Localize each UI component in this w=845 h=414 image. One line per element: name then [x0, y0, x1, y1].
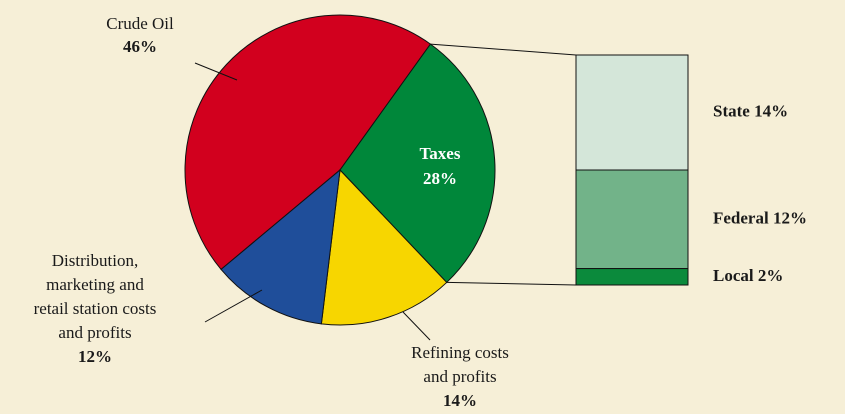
connector-line — [430, 43, 577, 56]
leader-line — [204, 289, 263, 323]
slice-label: retail station costs — [34, 299, 157, 318]
connector-line — [446, 281, 577, 286]
slice-label: and profits — [58, 323, 131, 342]
bar-category: Federal — [713, 208, 769, 227]
slice-label: marketing and — [46, 275, 144, 294]
bar-label: Local 2% — [713, 266, 783, 285]
bar-label: Federal 12% — [713, 208, 807, 227]
slice-value-label: 28% — [423, 169, 457, 188]
slice-label: Refining costs — [411, 343, 509, 362]
bar-category: Local — [713, 266, 754, 285]
pie-slice — [339, 43, 496, 284]
slice-label: Distribution, — [52, 251, 138, 270]
pie-slice — [320, 168, 448, 326]
slice-label: Crude Oil — [106, 14, 174, 33]
leader-line — [402, 311, 431, 341]
bar-label: State 14% — [713, 101, 788, 120]
pie-slice — [184, 14, 432, 271]
pie-slice — [220, 168, 341, 325]
leader-line — [194, 62, 238, 81]
bar-category: State — [713, 101, 750, 120]
slice-value-label: 46% — [123, 37, 157, 56]
bar-value-label: 12% — [773, 208, 807, 227]
bar-value-label: 14% — [754, 101, 788, 120]
bar-value-label: 2% — [758, 266, 784, 285]
bar-segment — [575, 54, 689, 171]
slice-label: and profits — [423, 367, 496, 386]
slice-value-label: 12% — [78, 347, 112, 366]
bar-segment — [575, 169, 689, 270]
bar-segment — [575, 268, 689, 286]
slice-value-label: 14% — [443, 391, 477, 410]
slice-label: Taxes — [420, 144, 461, 163]
